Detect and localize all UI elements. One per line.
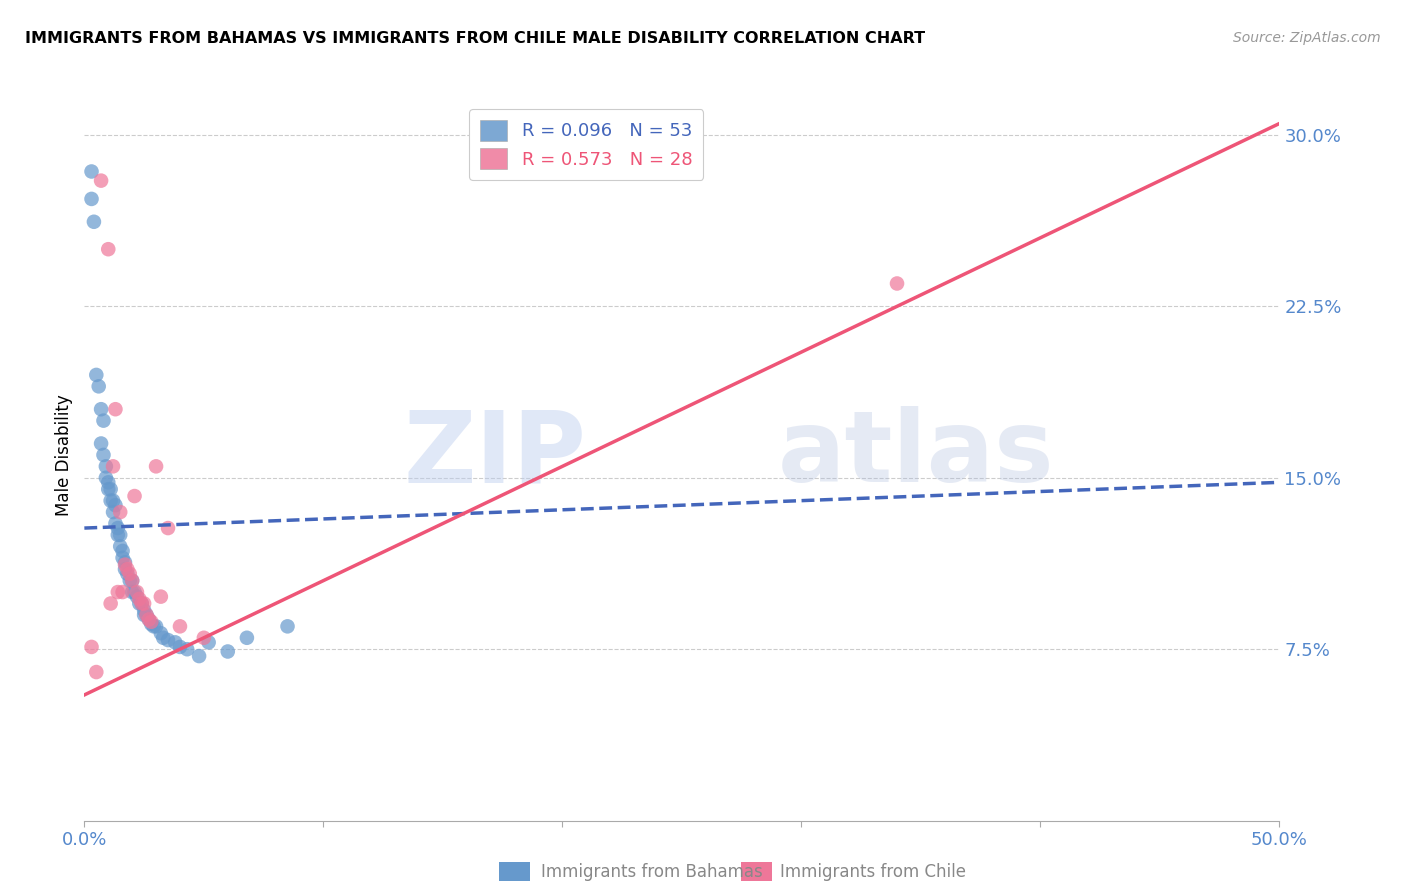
Point [124, 585, 146, 599]
Point [169, 619, 191, 633]
Text: atlas: atlas [778, 407, 1054, 503]
Point [93, 414, 115, 428]
Point [97, 242, 120, 256]
Point [135, 607, 157, 622]
Point [157, 633, 180, 648]
Point [217, 644, 239, 658]
Point [93, 448, 115, 462]
Point [100, 597, 122, 611]
Point [114, 558, 136, 572]
Point [236, 631, 259, 645]
Point [107, 521, 129, 535]
Point [114, 555, 136, 569]
Point [157, 521, 180, 535]
Point [90, 173, 112, 187]
Point [94, 471, 117, 485]
Y-axis label: Male Disability: Male Disability [55, 394, 73, 516]
Text: IMMIGRANTS FROM BAHAMAS VS IMMIGRANTS FROM CHILE MALE DISABILITY CORRELATION CHA: IMMIGRANTS FROM BAHAMAS VS IMMIGRANTS FR… [25, 31, 925, 46]
Point [138, 613, 160, 627]
Point [104, 516, 127, 531]
Point [107, 528, 129, 542]
Point [176, 642, 198, 657]
Point [125, 585, 148, 599]
Point [886, 277, 908, 291]
Text: Immigrants from Chile: Immigrants from Chile [780, 863, 966, 881]
Point [132, 603, 156, 617]
Point [169, 640, 191, 654]
Point [80, 164, 103, 178]
Point [100, 493, 122, 508]
Point [118, 574, 141, 588]
Point [97, 482, 120, 496]
Point [118, 566, 141, 581]
Point [114, 562, 136, 576]
Point [141, 617, 163, 632]
Point [100, 482, 122, 496]
Point [104, 498, 127, 512]
Point [165, 635, 187, 649]
Point [131, 597, 153, 611]
Point [94, 459, 117, 474]
Point [132, 597, 156, 611]
Point [111, 544, 134, 558]
Point [135, 607, 157, 622]
Point [121, 585, 143, 599]
Point [90, 436, 112, 450]
Point [138, 613, 160, 627]
Text: Immigrants from Bahamas: Immigrants from Bahamas [541, 863, 763, 881]
Point [277, 619, 299, 633]
Point [188, 649, 211, 664]
Point [128, 597, 150, 611]
Point [145, 459, 167, 474]
Point [142, 619, 165, 633]
Point [141, 615, 163, 629]
Point [101, 493, 124, 508]
Point [110, 528, 132, 542]
Point [124, 489, 146, 503]
Point [131, 597, 153, 611]
Point [149, 626, 172, 640]
Point [107, 585, 129, 599]
Point [87, 379, 110, 393]
Point [193, 631, 215, 645]
Point [149, 590, 172, 604]
Point [80, 640, 103, 654]
Point [117, 562, 139, 576]
Point [104, 402, 127, 417]
Point [83, 215, 105, 229]
Point [125, 590, 148, 604]
Point [145, 619, 167, 633]
Point [152, 631, 174, 645]
Point [110, 505, 132, 519]
Point [111, 585, 134, 599]
Point [101, 459, 124, 474]
Point [97, 475, 120, 490]
Point [86, 368, 108, 382]
Point [132, 607, 156, 622]
Point [121, 574, 143, 588]
Point [128, 591, 150, 606]
Point [111, 550, 134, 565]
Point [101, 505, 124, 519]
Point [90, 402, 112, 417]
Point [197, 635, 219, 649]
Point [80, 192, 103, 206]
Text: ZIP: ZIP [404, 407, 586, 503]
Legend: R = 0.096   N = 53, R = 0.573   N = 28: R = 0.096 N = 53, R = 0.573 N = 28 [470, 109, 703, 180]
Point [110, 539, 132, 553]
Point [117, 566, 139, 581]
Point [86, 665, 108, 679]
Text: Source: ZipAtlas.com: Source: ZipAtlas.com [1233, 31, 1381, 45]
Point [121, 574, 143, 588]
